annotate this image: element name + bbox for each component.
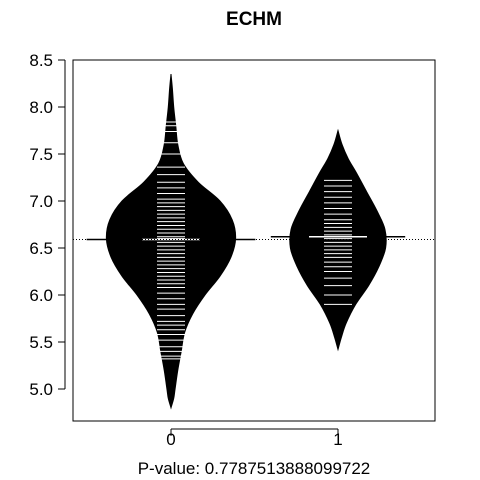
x-axis-label: P-value: 0.7787513888099722 [138,459,371,478]
y-tick-label-7: 8.5 [29,51,53,70]
x-tick-label-0: 0 [166,430,175,449]
y-tick-label-2: 6.0 [29,286,53,305]
bean-0 [86,74,256,410]
y-axis: 5.0 5.5 6.0 6.5 7.0 7.5 8.0 8.5 [29,51,66,399]
plot-frame [72,59,436,422]
y-tick-label-5: 7.5 [29,145,53,164]
y-tick-label-3: 6.5 [29,239,53,258]
y-tick-label-4: 7.0 [29,192,53,211]
y-tick-label-1: 5.5 [29,333,53,352]
y-tick-label-6: 8.0 [29,98,53,117]
bean-density-0 [105,74,237,410]
chart-title: ECHM [226,9,282,30]
beans-layer [86,74,406,410]
y-tick-label-0: 5.0 [29,380,53,399]
x-tick-label-1: 1 [333,430,342,449]
